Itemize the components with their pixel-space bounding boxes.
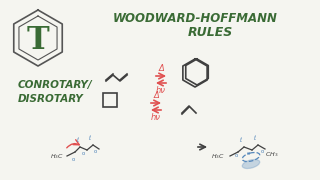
- Text: ℓ: ℓ: [253, 136, 255, 141]
- Text: RULES: RULES: [188, 26, 233, 39]
- Text: WOODWARD-HOFFMANN: WOODWARD-HOFFMANN: [113, 12, 277, 25]
- Text: o: o: [93, 149, 97, 154]
- Text: ℓ: ℓ: [239, 138, 241, 143]
- Text: o: o: [234, 153, 238, 158]
- Text: $H_3C$: $H_3C$: [50, 153, 64, 161]
- Text: hν: hν: [156, 86, 166, 95]
- Text: $H_3C$: $H_3C$: [211, 153, 225, 161]
- Text: T: T: [27, 24, 49, 55]
- Text: o: o: [71, 157, 75, 162]
- Text: Δ: Δ: [153, 91, 159, 100]
- Ellipse shape: [242, 159, 260, 168]
- Text: hν: hν: [151, 113, 161, 122]
- Text: ℓ: ℓ: [76, 138, 78, 143]
- Text: o: o: [260, 149, 264, 154]
- Text: o: o: [246, 151, 250, 156]
- Text: o: o: [81, 151, 85, 156]
- Text: $CH_3$: $CH_3$: [265, 150, 279, 159]
- Text: DISROTARY: DISROTARY: [18, 94, 84, 104]
- Text: Δ: Δ: [158, 64, 164, 73]
- Text: CONROTARY/: CONROTARY/: [18, 80, 92, 90]
- Text: ℓ: ℓ: [88, 136, 90, 141]
